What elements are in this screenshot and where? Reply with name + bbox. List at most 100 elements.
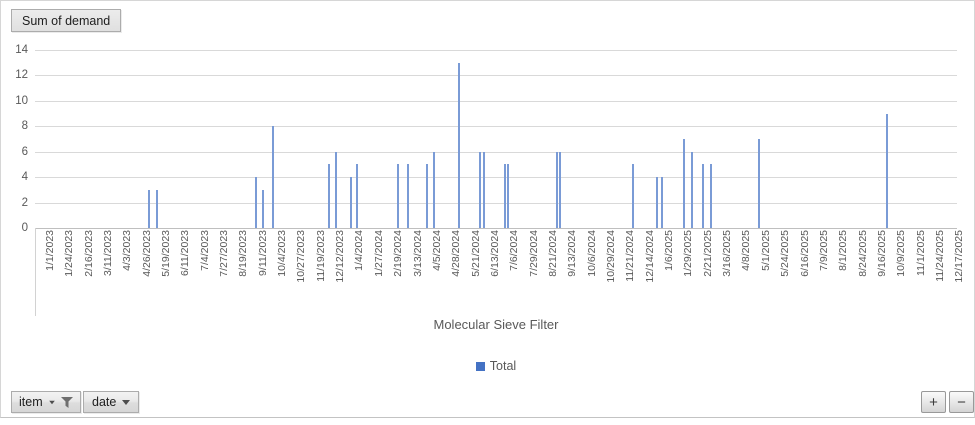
bar[interactable]: [262, 189, 265, 228]
x-axis-label: 9/13/2024: [566, 230, 579, 277]
x-axis-label: 10/9/2025: [895, 230, 908, 277]
legend-swatch-total: [475, 361, 485, 371]
y-axis-label: 2: [21, 196, 28, 209]
y-axis: 0 2 4 6 8 10 12 14: [0, 44, 28, 234]
x-axis-label: 1/6/2025: [663, 230, 676, 271]
date-field-button[interactable]: date: [83, 391, 140, 413]
minus-icon: −: [957, 393, 966, 411]
bar[interactable]: [702, 164, 705, 228]
y-axis-label: 14: [15, 44, 28, 56]
plus-icon: +: [929, 393, 938, 411]
gridline: [35, 177, 957, 179]
collapse-field-button[interactable]: −: [949, 391, 974, 413]
chevron-down-icon: [48, 400, 55, 404]
x-axis-label: 9/11/2023: [256, 230, 269, 276]
bar[interactable]: [690, 151, 693, 228]
bar[interactable]: [507, 164, 510, 228]
bar[interactable]: [147, 189, 150, 228]
x-axis-label: 7/4/2023: [198, 230, 211, 271]
x-axis-label: 5/24/2025: [779, 230, 792, 277]
x-axis-label: 10/4/2023: [276, 230, 289, 277]
x-axis-label: 11/19/2023: [314, 230, 327, 282]
bar[interactable]: [482, 151, 485, 228]
x-axis-label: 11/24/2025: [933, 230, 946, 282]
x-axis-label: 1/1/2023: [43, 230, 56, 271]
y-axis-label: 10: [15, 94, 28, 107]
gridline: [35, 126, 957, 128]
x-axis-label: 6/11/2023: [179, 230, 192, 276]
x-axis-label: 8/19/2023: [237, 230, 250, 277]
x-axis-label: 10/6/2024: [585, 230, 598, 277]
bar[interactable]: [631, 164, 634, 228]
x-axis-label: 12/12/2023: [334, 230, 347, 283]
x-axis-label: 9/16/2025: [875, 230, 888, 277]
bar[interactable]: [156, 189, 159, 228]
bar[interactable]: [661, 177, 664, 228]
x-axis-label: 7/6/2024: [508, 230, 521, 271]
expand-field-button[interactable]: +: [921, 391, 946, 413]
bar[interactable]: [271, 126, 274, 228]
x-axis-label: 2/16/2023: [82, 230, 95, 277]
x-axis-label: 5/19/2023: [160, 230, 172, 277]
x-axis-label: 6/16/2025: [798, 230, 811, 277]
item-field-label: item: [19, 395, 43, 409]
bar[interactable]: [555, 151, 558, 228]
bar[interactable]: [885, 113, 888, 228]
sum-of-demand-field-button[interactable]: Sum of demand: [11, 9, 122, 32]
x-axis-label: 3/16/2025: [721, 230, 734, 277]
bar[interactable]: [757, 139, 760, 228]
sum-of-demand-label: Sum of demand: [22, 13, 111, 28]
date-field-label: date: [92, 395, 117, 409]
gridline: [35, 202, 957, 204]
x-axis-label: 3/13/2024: [411, 230, 424, 277]
x-axis-label: 3/11/2023: [101, 230, 114, 276]
bar[interactable]: [433, 151, 436, 228]
y-axis-label: 0: [21, 222, 28, 234]
x-axis-label: 1/4/2024: [353, 230, 366, 271]
x-axis-label: 4/5/2024: [430, 230, 443, 271]
bar[interactable]: [503, 164, 506, 228]
bar[interactable]: [457, 62, 460, 228]
bar[interactable]: [396, 164, 399, 228]
bar[interactable]: [328, 164, 330, 228]
gridline: [35, 151, 957, 153]
axis-crossing-line: [35, 228, 36, 316]
x-axis-label: 2/19/2024: [392, 230, 405, 277]
gridline: [35, 75, 957, 77]
plot-area: [35, 50, 957, 229]
legend-label-total: Total: [489, 359, 517, 373]
bar[interactable]: [254, 177, 257, 228]
bar[interactable]: [683, 139, 686, 228]
x-axis-label: 2/21/2025: [701, 230, 714, 277]
filter-icon: [60, 396, 73, 408]
y-axis-label: 4: [21, 171, 28, 184]
x-axis-label: 4/26/2023: [140, 230, 153, 277]
bar[interactable]: [656, 177, 659, 228]
x-axis-label: 11/21/2024: [624, 230, 637, 282]
bar[interactable]: [334, 151, 337, 228]
bar[interactable]: [709, 164, 712, 228]
bar[interactable]: [479, 151, 482, 228]
x-axis-label: 6/13/2024: [488, 230, 501, 277]
x-axis-label: 11/1/2025: [914, 230, 927, 276]
y-axis-label: 6: [21, 145, 28, 158]
x-axis-label: 8/1/2025: [837, 230, 850, 271]
bar[interactable]: [349, 177, 352, 228]
chevron-down-icon: [122, 399, 131, 405]
y-axis-label: 12: [15, 69, 28, 82]
legend[interactable]: Total: [35, 358, 957, 374]
x-axis-label: 1/29/2025: [682, 230, 695, 277]
x-axis-title: Molecular Sieve Filter: [433, 317, 559, 332]
y-axis-label: 8: [21, 120, 28, 133]
bar[interactable]: [355, 164, 358, 228]
x-axis-label: 7/27/2023: [218, 230, 231, 277]
bar[interactable]: [407, 164, 410, 228]
bar[interactable]: [559, 151, 562, 228]
x-axis-label: 10/29/2024: [605, 230, 618, 283]
bar[interactable]: [426, 164, 429, 228]
item-field-button[interactable]: item: [11, 391, 81, 413]
x-axis-label: 4/3/2023: [121, 230, 134, 271]
gridline: [35, 50, 957, 51]
x-axis-label: 7/29/2024: [527, 230, 540, 277]
x-axis-label: 5/21/2024: [469, 230, 482, 277]
